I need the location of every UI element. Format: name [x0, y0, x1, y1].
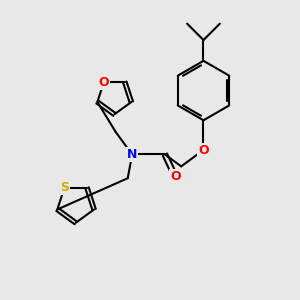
Text: O: O — [170, 170, 181, 183]
Text: S: S — [60, 182, 69, 194]
Text: N: N — [127, 148, 137, 161]
Text: O: O — [198, 143, 209, 157]
Text: O: O — [98, 76, 109, 88]
